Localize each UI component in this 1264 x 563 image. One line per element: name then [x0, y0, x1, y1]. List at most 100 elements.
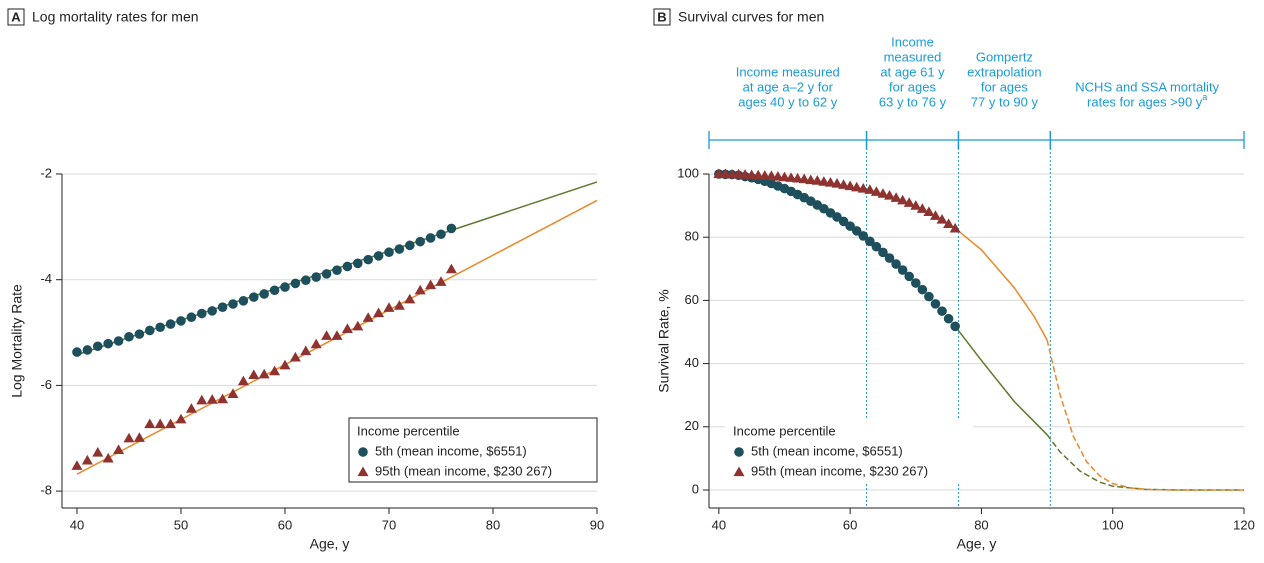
- circle-marker: [352, 258, 363, 269]
- triangle-marker: [185, 403, 197, 413]
- y-tick-label: 0: [692, 481, 699, 496]
- circle-marker: [425, 233, 436, 243]
- y-tick-label: -4: [40, 271, 52, 286]
- annotation-text: ages 40 y to 62 y: [738, 94, 838, 109]
- triangle-marker: [269, 365, 281, 376]
- circle-marker: [404, 240, 415, 251]
- triangle-marker: [838, 179, 850, 189]
- legend-label: 5th (mean income, $6551): [751, 443, 903, 458]
- circle-marker: [290, 278, 301, 289]
- annotation-text: Income: [891, 34, 934, 49]
- annotation-text: at age a–2 y for: [743, 79, 834, 94]
- y-tick-label: -6: [40, 377, 52, 392]
- triangle-marker: [404, 293, 416, 304]
- triangle-marker: [175, 413, 187, 424]
- triangle-marker: [897, 194, 909, 205]
- fit-line: [954, 227, 1048, 341]
- triangle-marker: [765, 170, 777, 181]
- circle-marker: [384, 247, 394, 258]
- y-tick-label: 80: [685, 229, 699, 244]
- triangle-marker: [785, 172, 797, 182]
- legend-label: 95th (mean income, $230 267): [751, 463, 928, 478]
- triangle-marker: [916, 203, 928, 213]
- triangle-marker: [393, 300, 405, 310]
- circle-marker: [394, 244, 405, 254]
- x-tick-label: 120: [1233, 517, 1255, 532]
- annotation-superscript: a: [1202, 92, 1207, 102]
- triangle-marker: [798, 173, 810, 184]
- circle-marker: [144, 325, 155, 336]
- x-axis-label: Age, y: [957, 536, 997, 552]
- x-tick-label: 90: [590, 517, 604, 532]
- circle-marker: [238, 296, 249, 306]
- circle-marker: [937, 306, 947, 316]
- x-tick-label: 40: [70, 517, 84, 532]
- triangle-marker: [733, 466, 745, 477]
- triangle-marker: [237, 375, 249, 386]
- triangle-marker: [71, 460, 83, 470]
- circle-marker: [248, 292, 259, 302]
- circle-marker: [217, 302, 228, 312]
- circle-marker: [124, 331, 134, 342]
- circle-marker: [436, 229, 446, 240]
- circle-marker: [891, 259, 901, 269]
- legend-label: 95th (mean income, $230 267): [375, 463, 552, 478]
- x-tick-label: 80: [486, 517, 500, 532]
- circle-marker: [897, 265, 908, 275]
- x-tick-label: 70: [382, 517, 396, 532]
- annotation-text: 77 y to 90 y: [971, 94, 1039, 109]
- circle-marker: [924, 291, 934, 302]
- circle-marker: [269, 285, 280, 296]
- circle-marker: [415, 236, 425, 247]
- circle-marker: [871, 241, 882, 252]
- triangle-marker: [383, 302, 395, 312]
- y-tick-label: 60: [685, 292, 699, 307]
- circle-marker: [72, 347, 82, 357]
- triangle-marker: [929, 210, 941, 220]
- triangle-marker: [857, 183, 869, 193]
- triangle-marker: [331, 330, 343, 340]
- y-tick-label: 20: [685, 418, 699, 433]
- circle-marker: [196, 308, 207, 319]
- triangle-marker: [113, 444, 125, 454]
- triangle-marker: [357, 466, 369, 477]
- triangle-marker: [217, 393, 229, 404]
- triangle-marker: [373, 307, 385, 318]
- triangle-marker: [154, 418, 166, 429]
- triangle-marker: [949, 222, 961, 233]
- legend-box: [348, 417, 598, 483]
- triangle-marker: [414, 284, 426, 295]
- triangle-marker: [352, 320, 364, 331]
- circle-marker: [134, 329, 145, 339]
- x-axis-label: Age, y: [310, 536, 350, 552]
- triangle-marker: [943, 218, 955, 229]
- triangle-marker: [824, 177, 836, 187]
- circle-marker: [358, 447, 368, 457]
- annotation-text: measured: [884, 49, 942, 64]
- triangle-marker: [811, 175, 823, 185]
- triangle-marker: [844, 180, 856, 191]
- circle-marker: [186, 312, 197, 323]
- annotation-text: at age 61 y: [880, 64, 945, 79]
- y-axis-label: Log Mortality Rate: [9, 284, 25, 398]
- circle-marker: [910, 278, 921, 288]
- triangle-marker: [910, 200, 922, 210]
- circle-marker: [113, 336, 124, 346]
- triangle-marker: [133, 432, 145, 442]
- circle-marker: [865, 236, 875, 247]
- triangle-marker: [877, 188, 889, 198]
- x-tick-label: 100: [1102, 517, 1124, 532]
- circle-marker: [878, 247, 888, 258]
- triangle-marker: [165, 418, 177, 429]
- circle-marker: [930, 299, 941, 309]
- annotation-text: 63 y to 76 y: [879, 94, 947, 109]
- y-tick-label: -8: [40, 483, 52, 498]
- triangle-marker: [227, 388, 239, 398]
- triangle-marker: [289, 351, 301, 362]
- x-tick-label: 60: [278, 517, 292, 532]
- triangle-marker: [445, 263, 457, 274]
- panel-label-box: [653, 8, 671, 26]
- triangle-marker: [258, 368, 270, 379]
- legend-title: Income percentile: [357, 423, 460, 438]
